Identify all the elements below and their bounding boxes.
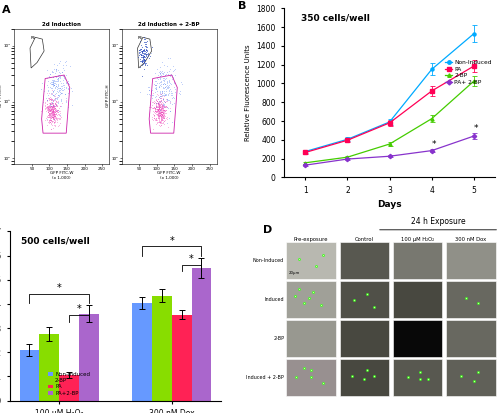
Text: D: D (263, 225, 272, 235)
Bar (446, 281, 496, 318)
Bar (59, 375, 79, 401)
Text: *: * (474, 124, 478, 133)
Text: 24 h Exposure: 24 h Exposure (411, 217, 466, 226)
Text: B: B (238, 2, 246, 12)
Bar (393, 242, 442, 279)
Text: *: * (170, 235, 174, 245)
Bar (286, 242, 336, 279)
Legend: Non-Induced, PA, 2-BP, PA+ 2-BP: Non-Induced, PA, 2-BP, PA+ 2-BP (442, 58, 494, 87)
Text: *: * (432, 140, 436, 150)
Bar (393, 281, 442, 318)
Bar (340, 242, 389, 279)
Legend: Non-Induced, 2-BP, PA, PA+2-BP: Non-Induced, 2-BP, PA, PA+2-BP (46, 370, 92, 398)
Bar (340, 359, 389, 396)
Text: 20µm: 20µm (288, 271, 300, 275)
Text: Pre-exposure: Pre-exposure (294, 237, 328, 242)
Text: 100 μM H₂O₂: 100 μM H₂O₂ (401, 237, 434, 242)
Bar (20, 350, 40, 401)
Text: Non-Induced: Non-Induced (253, 258, 284, 263)
Y-axis label: Relative Fluorescence Units: Relative Fluorescence Units (245, 45, 251, 141)
Text: *: * (56, 282, 62, 293)
Text: Induced: Induced (264, 297, 284, 302)
Text: 2-BP: 2-BP (273, 336, 284, 341)
X-axis label: Days: Days (378, 200, 402, 209)
Text: Control: Control (355, 237, 374, 242)
Text: Induced + 2-BP: Induced + 2-BP (246, 375, 284, 380)
Bar (40, 334, 59, 401)
Bar (393, 359, 442, 396)
Bar (192, 268, 212, 401)
Bar (446, 320, 496, 357)
Bar (340, 281, 389, 318)
Bar (446, 242, 496, 279)
Bar (286, 320, 336, 357)
Text: 350 cells/well: 350 cells/well (301, 13, 370, 22)
Bar (446, 359, 496, 396)
Bar (79, 313, 98, 401)
Bar (340, 320, 389, 357)
Bar (152, 296, 172, 401)
Bar (393, 320, 442, 357)
Bar (286, 281, 336, 318)
Text: 500 cells/well: 500 cells/well (20, 237, 89, 246)
Text: *: * (189, 254, 194, 263)
Bar (132, 303, 152, 401)
Bar (172, 315, 192, 401)
Text: A: A (2, 5, 10, 15)
Text: *: * (76, 304, 81, 314)
Text: 300 nM Dox: 300 nM Dox (456, 237, 486, 242)
Bar (286, 359, 336, 396)
